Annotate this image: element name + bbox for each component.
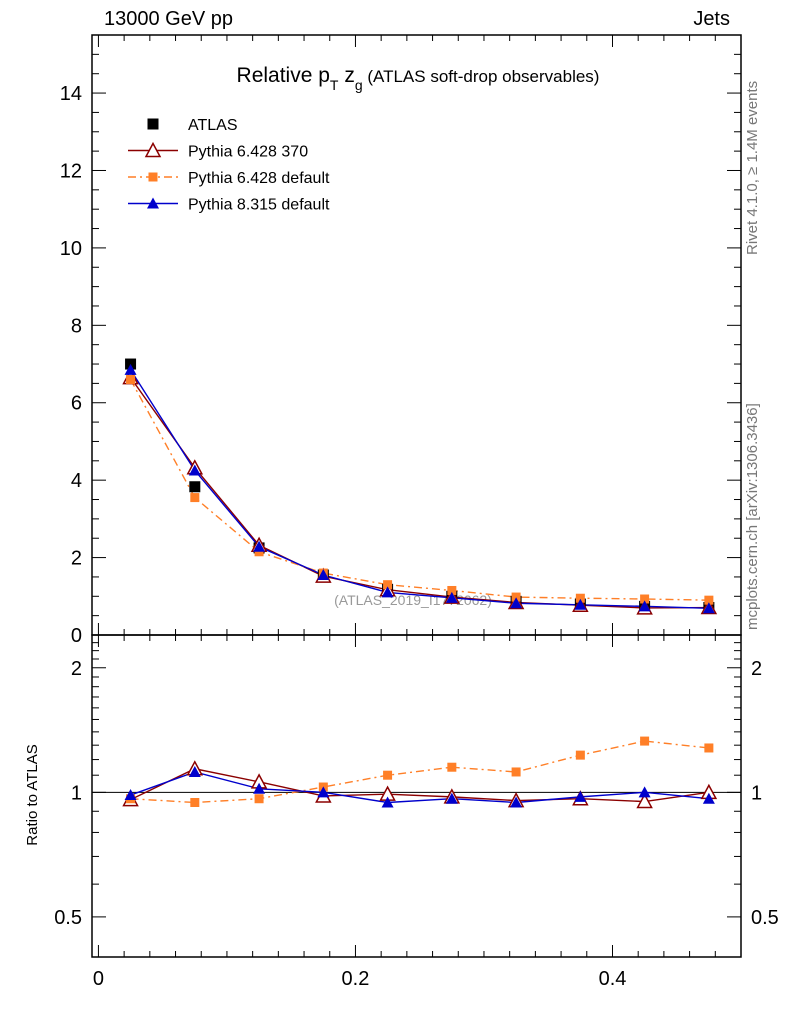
ratio-y-tick-label: 1 [71,782,82,804]
y-tick-label: 0 [71,625,82,647]
main-point-pythia-6-428-default [254,547,264,557]
main-point-pythia-8-315-default [253,540,266,552]
main-point-pythia-8-315-default [574,598,587,610]
main-point-pythia-8-315-default [702,602,715,614]
main-point-pythia-8-315-default [317,569,330,580]
ratio-point-pythia-6-428-default [575,750,585,760]
ratio-point-pythia-8-315-default [638,786,651,798]
ratio-y-axis-label: Ratio to ATLAS [24,744,41,845]
main-point-pythia-8-315-default [445,591,458,603]
main-point-pythia-6-428-default [126,375,136,385]
ratio-point-pythia-6-428-default [511,767,521,777]
process-label: Jets [693,8,730,30]
y-tick-label: 2 [71,548,82,570]
main-point-pythia-6-428-default [575,593,585,603]
ratio-line-pythia-8-315-default [130,771,709,804]
ratio-point-pythia-8-315-default [253,782,266,794]
y-tick-label: 12 [60,160,82,182]
ratio-line-pythia-6-428-default [130,740,709,804]
ratio-y-tick-label: 0.5 [54,907,82,929]
ratio-point-pythia-6-428-default [640,736,650,746]
ratio-point-pythia-6-428-default [254,794,264,804]
ratio-point-pythia-8-315-default [510,796,523,808]
main-point-pythia-8-315-default [510,597,523,609]
ratio-line-pythia-6-428-370 [130,768,709,803]
y-tick-label: 10 [60,238,82,260]
main-point-pythia-8-315-default [124,363,137,375]
x-tick-label: 0 [93,968,104,990]
title-part: Relative p [237,64,330,87]
main-point-pythia-8-315-default [188,464,201,476]
y-tick-label: 4 [71,470,82,492]
title-subscript: g [355,77,363,93]
legend-label-atlas: ATLAS [188,117,238,134]
ratio-y-tick-label-right: 2 [751,658,762,680]
ratio-point-pythia-8-315-default [317,786,330,798]
main-point-pythia-6-428-default [447,585,457,595]
main-point-pythia-8-315-default [381,586,394,598]
main-point-pythia-6-428-default [190,493,200,503]
main-point-pythia-6-428-default [383,580,393,590]
ratio-point-pythia-8-315-default [702,792,715,804]
main-point-atlas [189,481,201,493]
legend-marker-atlas [147,118,159,130]
title-part: (ATLAS soft-drop observables) [363,67,600,86]
legend-marker-pythia-8-315-default [147,197,159,209]
x-tick-label: 0.2 [342,968,370,990]
main-line-pythia-6-428-370 [129,377,709,609]
legend-label-pythia-6-428-370: Pythia 6.428 370 [188,144,308,161]
ratio-point-pythia-8-315-default [188,765,201,777]
main-point-pythia-6-428-default [640,594,650,604]
ratio-y-tick-label-right: 1 [751,782,762,804]
main-line-pythia-8-315-default [129,369,709,609]
ratio-point-pythia-8-315-default [574,790,587,802]
y-tick-label: 6 [71,393,82,415]
ratio-point-pythia-6-428-default [704,743,714,753]
ratio-point-pythia-6-428-default [447,762,457,772]
y-tick-label: 14 [60,83,82,105]
ratio-point-pythia-6-428-default [190,797,200,807]
main-point-pythia-8-315-default [638,600,651,612]
chart-title: Relative pT zg (ATLAS soft-drop observab… [237,64,600,93]
ratio-point-pythia-8-315-default [381,796,394,808]
ratio-y-tick-label-right: 0.5 [751,907,779,929]
legend-label-pythia-8-315-default: Pythia 8.315 default [188,197,330,214]
main-point-pythia-6-428-default [511,592,521,602]
ratio-point-pythia-6-428-370 [636,792,653,809]
y-tick-label: 8 [71,315,82,337]
ratio-y-tick-label: 2 [71,658,82,680]
title-subscript: T [330,77,339,93]
legend-label-pythia-6-428-default: Pythia 6.428 default [188,170,330,187]
ratio-panel-frame [91,634,742,958]
legend-marker-pythia-6-428-default [148,172,158,182]
ratio-point-pythia-8-315-default [124,789,137,801]
ratio-point-pythia-6-428-default [383,770,393,780]
ratio-point-pythia-8-315-default [445,792,458,804]
legend-marker-pythia-6-428-370 [144,141,162,158]
main-point-pythia-6-428-default [704,595,714,605]
main-line-pythia-6-428-default [129,379,709,601]
title-part: z [338,64,354,87]
energy-label: 13000 GeV pp [104,8,233,30]
x-tick-label: 0.4 [599,968,627,990]
